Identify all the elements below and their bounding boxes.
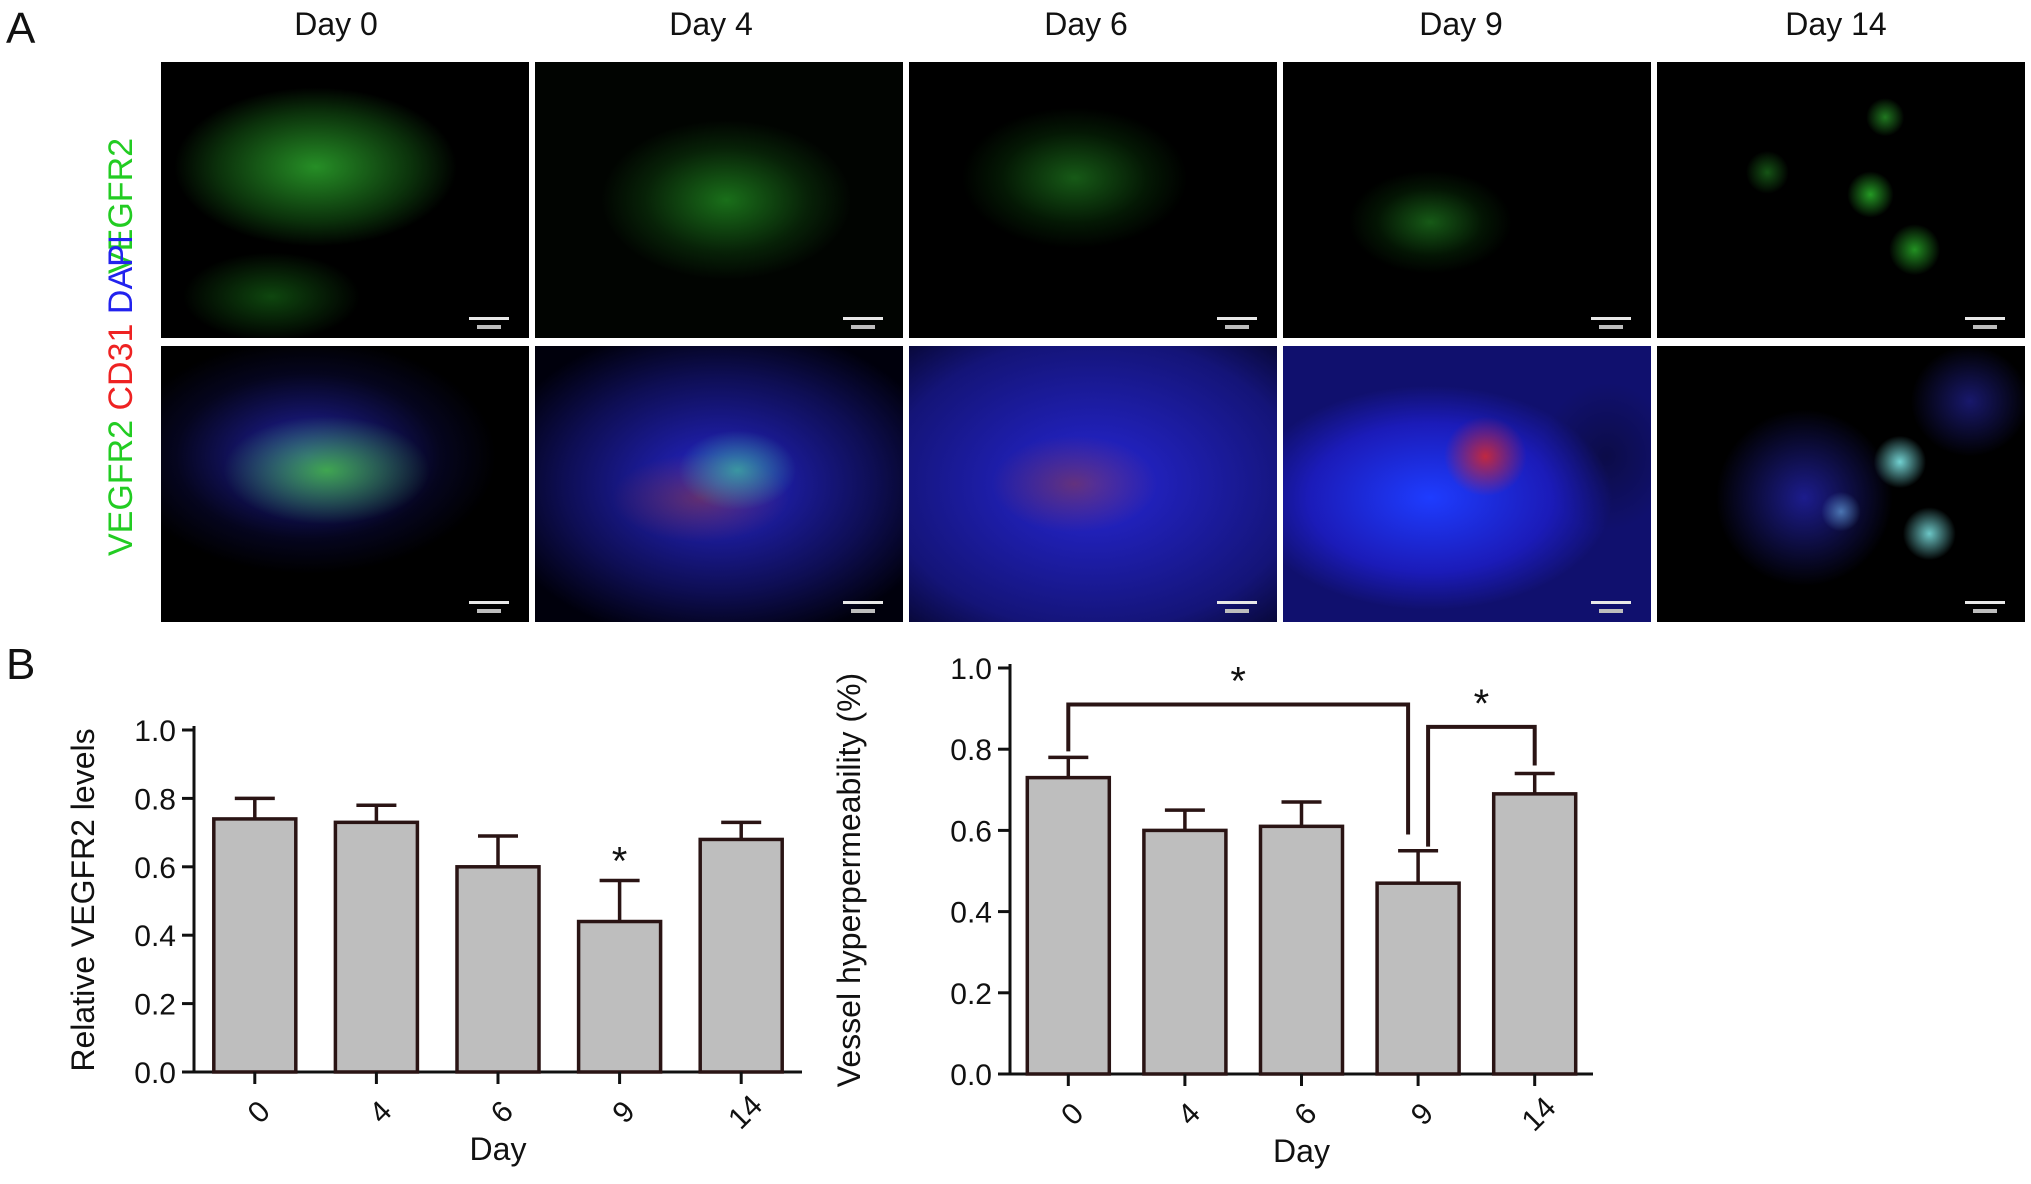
y-tick-label: 0.0 [950,1059,992,1092]
y-axis-label: Vessel hyperpermeability (%) [831,673,867,1087]
x-tick-label: 4 [363,1095,398,1130]
micrograph-merge-day-9 [1283,346,1651,622]
row-label-dapi: DAPI [102,234,140,315]
y-tick-label: 0.8 [134,783,176,816]
row-label-cd31: CD31 [102,323,140,411]
column-header-day-14: Day 14 [1785,6,1887,42]
x-tick-label: 0 [242,1095,277,1130]
bar [576,919,663,1074]
bar [1142,828,1228,1076]
panel-a-letter: A [6,4,36,53]
chart-vessel-hyperpermeability: 0.0 0.2 0.4 0.6 0.8 1.0 0 4 6 9 14 Day Vessel hyperp… [831,653,1593,1169]
y-tick-label: 0.4 [134,920,176,953]
y-tick-label: 0.0 [134,1057,176,1090]
y-tick-label: 1.0 [950,653,992,686]
significance-star: * [1230,660,1246,704]
bar [1258,824,1345,1076]
column-header-day-6: Day 6 [1044,6,1128,42]
significance-bracket [1426,724,1537,847]
y-tick-label: 0.8 [950,734,992,767]
scale-bar-label [851,609,875,613]
micrograph-vegfr2-day-6 [909,62,1277,338]
bar [1375,881,1461,1076]
scale-bar-label [477,609,501,613]
bar [1491,792,1578,1076]
bar [1025,775,1112,1076]
row-label-bottom: VEGFR2 CD31 DAPI [102,235,141,556]
micrograph-vegfr2-day-9 [1283,62,1651,338]
scale-bar [1217,601,1257,604]
x-axis-label: Day [1273,1133,1330,1169]
row-label-vegfr2: VEGFR2 [102,419,140,556]
panel-b-letter: B [6,640,36,689]
scale-bar-label [1225,325,1249,329]
x-tick-label: 6 [485,1095,520,1130]
column-header-day-0: Day 0 [294,6,378,42]
scale-bar [1217,317,1257,320]
scale-bar [843,317,883,320]
y-axis-label: Relative VEGFR2 levels [65,728,101,1071]
x-tick-label: 14 [1516,1091,1563,1138]
bar [698,837,784,1074]
micrograph-merge-day-14 [1657,346,2025,622]
bar [212,817,298,1074]
scale-bar [1591,601,1631,604]
x-tick-label: 6 [1288,1097,1323,1132]
scale-bar [469,317,509,320]
column-header-day-9: Day 9 [1419,6,1503,42]
bar [455,865,541,1074]
significance-bracket [1066,702,1411,835]
y-tick-label: 0.2 [950,978,992,1011]
significance-star: * [612,839,628,883]
significance-star: * [1474,682,1490,726]
scale-bar [843,601,883,604]
y-tick-label: 0.6 [950,815,992,848]
scale-bar-label [1225,609,1249,613]
scale-bar [469,601,509,604]
scale-bar-label [1599,325,1623,329]
y-tick-label: 0.4 [950,897,992,930]
scale-bar-label [1973,609,1997,613]
x-tick-label: 9 [1405,1097,1440,1132]
x-tick-label: 0 [1055,1097,1090,1132]
column-header-day-4: Day 4 [669,6,753,42]
y-tick-label: 0.2 [134,989,176,1022]
scale-bar-label [1599,609,1623,613]
bar [333,820,420,1074]
x-axis-label: Day [470,1131,527,1167]
scale-bar [1965,317,2005,320]
x-tick-label: 14 [722,1089,769,1136]
micrograph-merge-day-0 [161,346,529,622]
x-tick-label: 9 [606,1095,641,1130]
chart-relative-vegfr2: 0.0 0.2 0.4 0.6 0.8 1.0 0 4 6 9 14 Day Relative VEGF… [65,715,802,1167]
scale-bar-label [851,325,875,329]
scale-bar [1591,317,1631,320]
scale-bar-label [477,325,501,329]
micrograph-vegfr2-day-14 [1657,62,2025,338]
x-tick-label: 4 [1172,1097,1207,1132]
micrograph-vegfr2-day-4 [535,62,903,338]
micrograph-merge-day-4 [535,346,903,622]
scale-bar-label [1973,325,1997,329]
scale-bar [1965,601,2005,604]
y-tick-label: 1.0 [134,715,176,748]
micrograph-merge-day-6 [909,346,1277,622]
y-tick-label: 0.6 [134,852,176,885]
micrograph-vegfr2-day-0 [161,62,529,338]
